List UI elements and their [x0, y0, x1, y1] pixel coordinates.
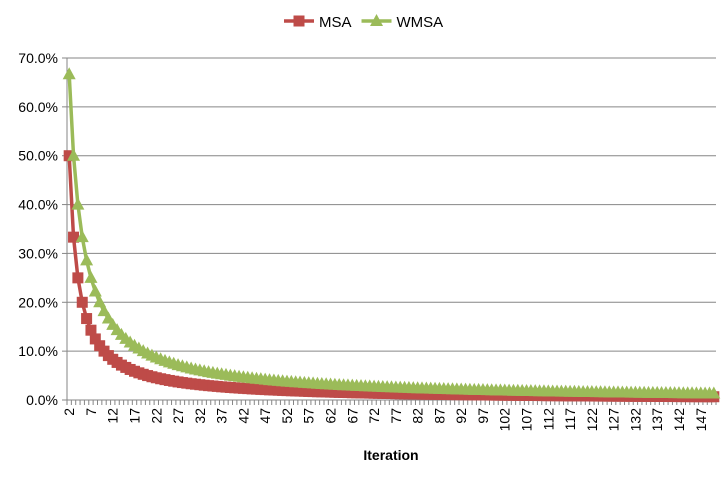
legend-label: MSA	[319, 14, 352, 31]
y-tick-label: 20.0%	[18, 294, 58, 310]
x-tick-label: 42	[235, 408, 251, 424]
legend-item-msa: MSA	[284, 14, 352, 31]
data-point	[93, 295, 107, 308]
data-point	[97, 304, 111, 317]
data-point	[68, 231, 80, 243]
data-point	[707, 386, 721, 399]
x-tick-label: 77	[388, 408, 404, 424]
x-tick-label: 37	[214, 408, 230, 424]
x-tick-label: 147	[693, 408, 709, 432]
x-tick-label: 57	[301, 408, 317, 424]
data-point	[62, 67, 76, 80]
data-point	[88, 284, 102, 297]
data-point	[80, 253, 94, 266]
data-point	[84, 270, 98, 283]
x-tick-label: 7	[83, 408, 99, 416]
x-tick-label: 112	[540, 408, 556, 431]
x-tick-label: 52	[279, 408, 295, 424]
x-tick-label: 102	[497, 408, 513, 432]
y-tick-label: 30.0%	[18, 245, 58, 261]
plot-area	[62, 67, 721, 403]
x-tick-label: 137	[649, 408, 665, 432]
triangle-marker-icon	[370, 14, 384, 26]
x-axis: 2 7 12 17 22 27 32 37 42 47 52 57 62 67 72 77 82 87 92 97 10…	[61, 399, 717, 432]
x-tick-label: 67	[344, 408, 360, 424]
data-point	[71, 197, 85, 210]
x-tick-label: 87	[431, 408, 447, 424]
data-point	[67, 148, 81, 161]
x-tick-label: 72	[366, 408, 382, 424]
data-point	[76, 296, 88, 308]
x-tick-label: 17	[127, 408, 143, 424]
x-tick-label: 122	[584, 408, 600, 432]
x-tick-label: 27	[170, 408, 186, 424]
x-tick-label: 92	[453, 408, 469, 424]
data-point	[89, 333, 101, 345]
x-tick-label: 62	[323, 408, 339, 424]
y-tick-label: 0.0%	[26, 392, 58, 408]
legend-item-wmsa: WMSA	[361, 14, 444, 31]
square-marker-icon	[293, 15, 305, 27]
x-tick-label: 97	[475, 408, 491, 424]
x-tick-label: 32	[192, 408, 208, 424]
gridlines	[67, 57, 716, 352]
data-point	[63, 150, 75, 162]
data-point	[81, 313, 93, 325]
x-tick-label: 132	[627, 408, 643, 432]
x-tick-label: 12	[105, 408, 121, 424]
x-tick-label: 107	[519, 408, 535, 432]
data-point	[75, 230, 89, 243]
y-tick-label: 70.0%	[18, 50, 58, 66]
x-axis-title: Iteration	[363, 447, 418, 463]
x-tick-label: 127	[606, 408, 622, 432]
y-tick-label: 50.0%	[18, 148, 58, 164]
legend: MSA WMSA	[284, 14, 443, 31]
x-tick-label: 47	[257, 408, 273, 424]
x-tick-label: 82	[410, 408, 426, 424]
x-tick-label: 22	[148, 408, 164, 424]
x-tick-label: 117	[562, 408, 578, 431]
y-tick-label: 10.0%	[18, 343, 58, 359]
x-tick-label: 142	[671, 408, 687, 432]
x-tick-label: 2	[61, 408, 77, 416]
legend-label: WMSA	[397, 14, 444, 31]
y-tick-label: 40.0%	[18, 197, 58, 213]
series-line	[67, 74, 714, 396]
y-axis: 0.0% 10.0% 20.0% 30.0% 40.0% 50.0% 60.0% 70.0%	[18, 50, 68, 408]
y-tick-label: 60.0%	[18, 99, 58, 115]
data-point	[72, 272, 84, 284]
data-point	[85, 324, 97, 336]
series-wmsa	[62, 67, 721, 399]
